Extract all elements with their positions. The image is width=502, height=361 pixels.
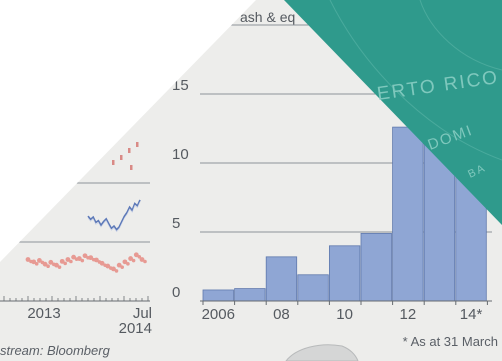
bar-10: [328, 245, 361, 302]
bar-chart-x-tick-marks: [202, 301, 488, 305]
bar-2006: [202, 289, 234, 302]
price-dot: [63, 261, 67, 266]
price-dot: [80, 258, 85, 263]
bar-chart-footnote: * As at 31 March: [403, 334, 498, 349]
price-red-mark: [130, 165, 133, 170]
price-dot: [71, 254, 76, 260]
bar-2007: [234, 288, 266, 302]
price-dot: [46, 264, 50, 269]
map-gridline: [419, 0, 502, 71]
price-dot: [25, 257, 31, 262]
source-note: stream: Bloomberg: [0, 343, 111, 358]
price-dot: [65, 257, 71, 262]
price-red-mark: [136, 142, 139, 147]
price-dot: [37, 258, 42, 263]
price-dot: [31, 259, 37, 265]
price-dot: [69, 259, 73, 264]
bar-chart-x-tick-labels: 2006 08 10 12 14*: [202, 306, 483, 323]
bar-chart-y-tick-label: 10: [172, 146, 189, 163]
price-dot: [139, 257, 145, 262]
price-dot: [99, 260, 105, 266]
price-dot: [111, 266, 116, 272]
price-chart-minor-ticks: [3, 296, 149, 301]
price-dot: [126, 262, 130, 266]
bar-chart-title: ash & eq: [240, 9, 295, 25]
price-dot: [88, 255, 94, 261]
blurred-object: [285, 344, 359, 361]
price-dot: [34, 262, 39, 266]
price-dot: [114, 269, 119, 273]
price-dot: [59, 258, 65, 264]
bar-chart-x-tick-label: 2006: [202, 306, 235, 323]
map-gridline: [329, 0, 502, 161]
price-dot: [116, 262, 122, 268]
map-texture: [329, 0, 502, 161]
price-dot: [137, 254, 142, 259]
bar-chart-x-tick-label: 10: [336, 306, 353, 323]
price-dot: [82, 253, 88, 259]
price-dot: [42, 261, 48, 267]
bar-chart-x-tick-label: 08: [273, 306, 290, 323]
price-line-shadow: [87, 201, 141, 233]
price-dot: [128, 256, 134, 261]
price-dot: [105, 263, 111, 269]
bar-chart-x-tick-label: 14*: [460, 306, 483, 323]
price-line: [87, 199, 141, 231]
price-chart-x-label-jul: Jul: [133, 305, 152, 322]
bar-2011: [360, 232, 392, 302]
price-dot: [57, 265, 62, 269]
price-dot: [143, 259, 147, 264]
price-dot: [131, 258, 136, 263]
bar-2009: [297, 274, 329, 302]
price-chart-series: [25, 199, 147, 273]
white-triangle-overlay: [0, 0, 256, 262]
bar-chart-y-tick-label: 5: [172, 215, 180, 232]
teal-map-overlay: [284, 0, 502, 225]
price-dot: [48, 259, 54, 265]
price-dot: [54, 262, 59, 268]
bar-chart-x-tick-label: 12: [400, 306, 417, 323]
price-dot: [133, 252, 139, 258]
bar-08: [265, 256, 298, 302]
price-dot: [120, 265, 124, 269]
price-dot: [122, 259, 128, 265]
price-chart-x-label-2013: 2013: [27, 305, 60, 322]
price-dot: [76, 256, 82, 261]
price-red-mark: [120, 155, 123, 160]
bar-chart-y-tick-label: 0: [172, 284, 180, 301]
price-red-mark: [112, 160, 115, 165]
price-red-mark: [128, 148, 131, 153]
price-chart-red-marks: [112, 142, 139, 170]
price-line-chart: 2013 Jul 2014 stream: Bloomberg: [0, 142, 152, 358]
bar-12: [392, 126, 424, 302]
price-chart-x-label-2014: 2014: [119, 320, 152, 337]
price-dot: [94, 257, 99, 263]
